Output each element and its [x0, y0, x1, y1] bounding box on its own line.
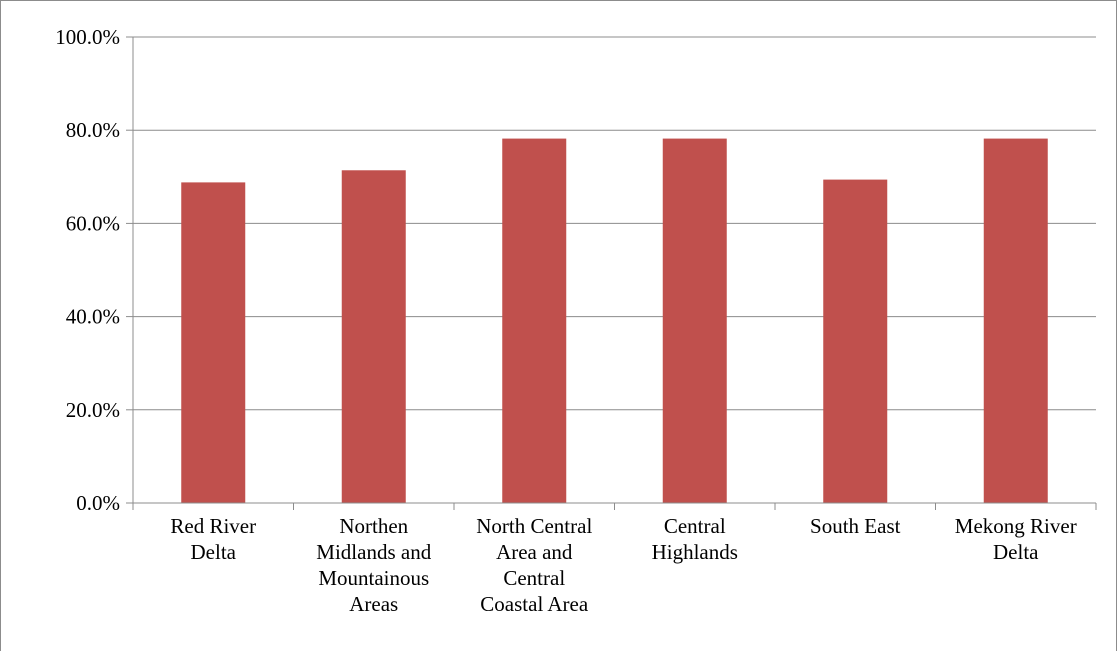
- x-category-label-line: Midlands and: [316, 540, 431, 564]
- x-category-label-line: North Central: [476, 514, 592, 538]
- x-category-label-line: Mountainous: [318, 566, 429, 590]
- x-category-label: South East: [810, 514, 901, 538]
- y-tick-label: 80.0%: [66, 118, 120, 142]
- y-tick-label: 60.0%: [66, 211, 120, 235]
- x-category-label-line: Highlands: [652, 540, 738, 564]
- x-category-label: Mekong River Delta: [955, 514, 1077, 564]
- axes: [126, 36, 1097, 510]
- x-category-label: Red River Delta: [170, 514, 256, 564]
- gridlines: [133, 36, 1096, 411]
- y-tick-label: 0.0%: [76, 491, 120, 515]
- y-tick-label: 100.0%: [55, 25, 120, 49]
- bar: [823, 179, 888, 503]
- bar: [983, 138, 1048, 503]
- x-category-label-line: Central: [664, 514, 726, 538]
- y-tick-label: 40.0%: [66, 305, 120, 329]
- x-category-label-line: South East: [810, 514, 901, 538]
- y-tick-labels: 0.0% 20.0% 40.0% 60.0% 80.0% 100.0%: [55, 25, 120, 515]
- x-category-label-line: Coastal Area: [480, 592, 589, 616]
- x-category-label: Central Highlands: [652, 514, 738, 564]
- bars: [181, 138, 1048, 503]
- x-category-label-line: Central: [503, 566, 565, 590]
- y-tick-label: 20.0%: [66, 398, 120, 422]
- x-category-label: Northen Midlands and Mountainous Areas: [316, 514, 431, 616]
- x-category-label: North Central Area and Central Coastal Area: [476, 514, 592, 616]
- x-category-label-line: Mekong River: [955, 514, 1077, 538]
- bar: [502, 138, 567, 503]
- x-category-label-line: Red River: [170, 514, 256, 538]
- x-category-label-line: Areas: [349, 592, 398, 616]
- x-category-label-line: Delta: [993, 540, 1039, 564]
- x-category-label-line: Area and: [496, 540, 573, 564]
- bar: [181, 182, 246, 503]
- x-category-label-line: Northen: [339, 514, 408, 538]
- x-category-label-line: Delta: [191, 540, 237, 564]
- bar: [662, 138, 727, 503]
- bar: [341, 170, 406, 503]
